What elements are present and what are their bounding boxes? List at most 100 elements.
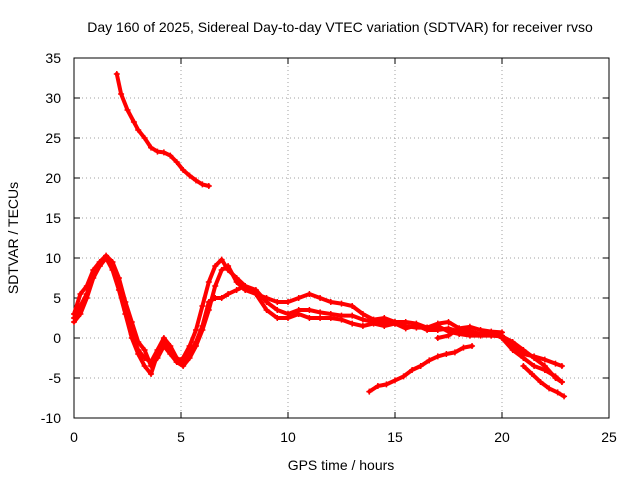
y-tick-label: 10	[45, 250, 61, 266]
data-point	[225, 291, 232, 297]
data-point	[205, 183, 212, 189]
data-point	[528, 371, 535, 377]
data-point	[242, 287, 249, 293]
data-point	[186, 172, 193, 179]
data-point	[460, 344, 467, 351]
y-tick-label: 25	[45, 130, 61, 146]
data-point	[359, 323, 366, 329]
data-point	[383, 381, 390, 388]
data-point	[141, 135, 148, 141]
data-point	[402, 323, 409, 329]
y-tick-label: 35	[45, 50, 61, 66]
data-point	[124, 107, 131, 113]
data-point	[274, 307, 281, 313]
data-point	[349, 303, 356, 309]
data-point	[180, 363, 187, 369]
data-point	[212, 263, 219, 269]
data-point	[306, 315, 313, 321]
data-point	[199, 181, 206, 188]
data-point	[426, 357, 433, 364]
data-point	[225, 263, 232, 269]
data-point	[366, 388, 373, 395]
data-point	[173, 159, 180, 165]
data-point	[317, 309, 324, 316]
data-point	[192, 177, 199, 184]
data-point	[218, 267, 225, 273]
data-point	[327, 299, 334, 305]
data-point	[477, 332, 484, 339]
data-point	[552, 375, 559, 381]
data-point	[400, 373, 407, 380]
data-point	[456, 325, 463, 332]
data-point	[274, 315, 281, 321]
data-point	[167, 152, 174, 159]
data-point	[370, 320, 377, 327]
data-point	[148, 144, 155, 151]
x-tick-label: 5	[177, 429, 185, 445]
data-point	[509, 339, 516, 345]
data-point	[509, 347, 516, 353]
data-point	[531, 363, 538, 369]
data-point	[83, 295, 90, 301]
y-tick-label: 30	[45, 90, 61, 106]
data-point	[306, 307, 313, 313]
data-point	[552, 360, 559, 367]
data-point	[561, 393, 568, 400]
data-point	[77, 291, 84, 297]
data-point	[141, 355, 148, 361]
data-point	[252, 291, 259, 297]
x-tick-label: 25	[601, 429, 617, 445]
data-point	[167, 347, 174, 353]
data-point	[96, 263, 103, 269]
data-point	[413, 324, 420, 331]
data-point	[263, 299, 270, 305]
data-point	[451, 349, 458, 356]
data-point	[445, 332, 452, 339]
data-point	[409, 367, 416, 373]
data-point	[349, 312, 356, 319]
data-point	[558, 379, 565, 385]
data-point	[295, 311, 302, 317]
y-tick-label: 20	[45, 170, 61, 186]
data-point	[160, 339, 167, 345]
data-point	[558, 363, 565, 369]
data-point	[233, 287, 240, 293]
data-point	[71, 319, 77, 325]
data-point	[327, 315, 334, 321]
x-axis-label: GPS time / hours	[288, 457, 395, 473]
y-tick-label: 15	[45, 210, 61, 226]
data-point	[466, 323, 473, 330]
data-point	[306, 291, 313, 297]
data-point	[456, 331, 463, 337]
x-tick-label: 10	[280, 429, 296, 445]
data-point	[434, 323, 441, 329]
data-point	[285, 299, 291, 305]
data-point	[338, 300, 345, 307]
data-point	[381, 323, 388, 329]
data-point	[186, 343, 193, 349]
data-point	[443, 351, 450, 357]
data-point	[263, 307, 270, 313]
chart-title: Day 160 of 2025, Sidereal Day-to-day VTE…	[87, 19, 593, 35]
data-point	[113, 71, 120, 77]
y-tick-label: 5	[53, 290, 61, 306]
plot-frame	[73, 57, 610, 419]
data-point	[218, 256, 225, 263]
data-point	[118, 91, 125, 97]
data-point	[499, 329, 505, 336]
data-series	[71, 71, 568, 400]
data-point	[349, 320, 356, 327]
data-point	[392, 377, 398, 384]
data-point	[469, 343, 476, 349]
data-point	[122, 311, 129, 317]
data-point	[154, 148, 161, 155]
data-point	[359, 311, 366, 317]
data-point	[109, 267, 116, 273]
data-point	[445, 319, 452, 325]
data-point	[160, 149, 167, 156]
y-tick-label: -10	[41, 410, 61, 426]
data-point	[546, 385, 553, 392]
data-point	[233, 279, 240, 285]
y-tick-label: -5	[49, 370, 62, 386]
